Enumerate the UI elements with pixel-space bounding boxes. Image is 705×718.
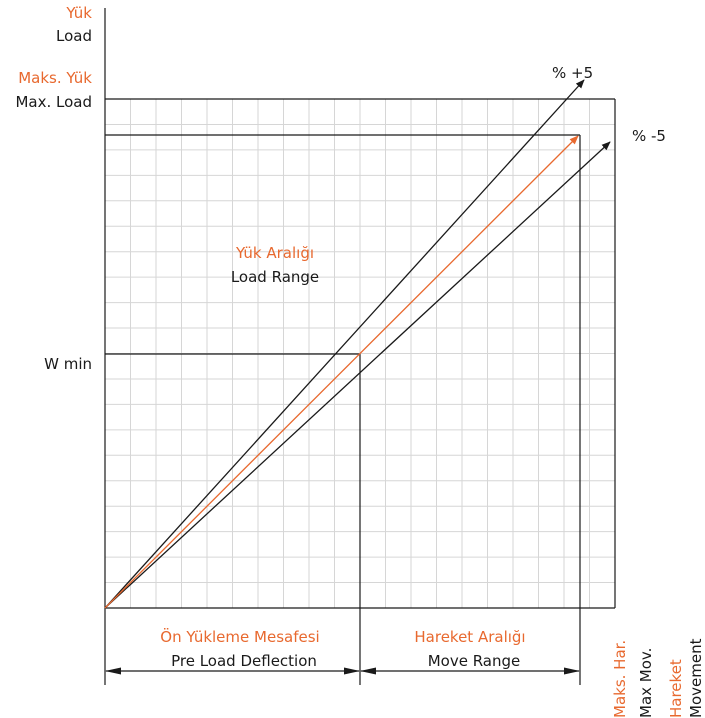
upper-tolerance-arrow [104,79,585,609]
tolerance-arrows [104,79,611,609]
preload-label-en: Pre Load Deflection [171,652,317,670]
max-movement-label-tr: Maks. Har. [611,640,629,718]
plot-frame [104,8,616,685]
max-load-label-tr: Maks. Yük [18,69,92,87]
load-range-label-tr: Yük Aralığı [235,244,314,262]
max-load-label-en: Max. Load [15,93,92,111]
background-grid [105,99,615,608]
upper-tolerance-label: % +5 [552,64,593,82]
y-axis-title-tr: Yük [65,4,92,22]
nominal-load-arrow [104,135,579,609]
lower-tolerance-label: % -5 [632,127,666,145]
move-range-label-en: Move Range [428,652,521,670]
load-range-label-en: Load Range [231,268,319,286]
move-range-label-tr: Hareket Aralığı [414,628,525,646]
movement-label-tr: Hareket [667,659,685,718]
movement-label-en: Movement [687,638,705,718]
max-movement-label-en: Max Mov. [637,648,655,718]
y-axis-title-en: Load [56,27,92,45]
w-min-label: W min [44,355,92,373]
lower-tolerance-arrow [104,141,611,609]
preload-label-tr: Ön Yükleme Mesafesi [160,627,319,646]
